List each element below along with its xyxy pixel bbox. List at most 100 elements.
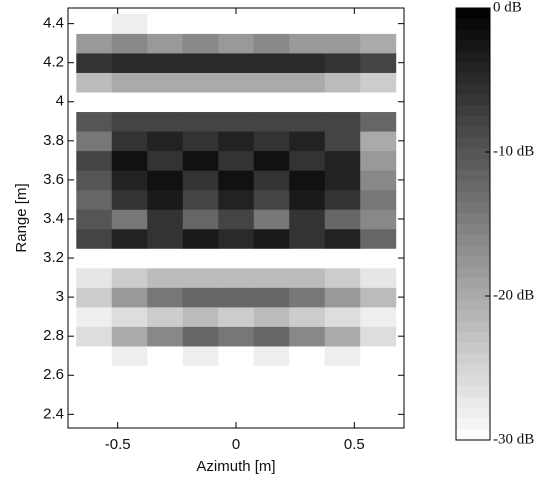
cell (147, 267, 184, 288)
cell (324, 92, 361, 113)
cell (147, 209, 184, 230)
cell (111, 189, 148, 210)
cell (182, 248, 219, 269)
cell (111, 306, 148, 327)
cell (218, 209, 255, 230)
colorbar-step (456, 159, 490, 171)
y-tick-label: 3.6 (43, 171, 64, 188)
cell (182, 131, 219, 152)
cell (218, 170, 255, 191)
colorbar-frame (455, 7, 491, 441)
cell (253, 92, 290, 113)
cell (111, 248, 148, 269)
cell (289, 404, 326, 425)
cell (324, 326, 361, 347)
cell (182, 306, 219, 327)
colorbar-step (456, 18, 490, 31)
colorbar-step (456, 332, 490, 344)
cell (324, 209, 361, 230)
cell (218, 131, 255, 152)
cell (76, 228, 113, 249)
cell (253, 111, 290, 132)
cell (147, 170, 184, 191)
cell (218, 13, 255, 34)
cell (182, 365, 219, 386)
cell (182, 209, 219, 230)
y-tick-label: 2.4 (43, 405, 64, 422)
cell (147, 248, 184, 269)
cell (111, 52, 148, 73)
cell (289, 287, 326, 308)
cell (360, 345, 397, 366)
cell (76, 150, 113, 171)
y-tick-label: 4.4 (43, 15, 64, 32)
cell (360, 385, 397, 406)
cell (76, 404, 113, 425)
cell (324, 111, 361, 132)
cell (111, 111, 148, 132)
cell (289, 52, 326, 73)
colorbar-step (456, 429, 490, 441)
cell (289, 248, 326, 269)
cell (360, 326, 397, 347)
colorbar-step (456, 278, 490, 290)
colorbar-step (456, 105, 490, 117)
cell (360, 131, 397, 152)
cell (147, 33, 184, 54)
cell (324, 306, 361, 327)
cell (324, 385, 361, 406)
cell (289, 13, 326, 34)
cell (289, 189, 326, 210)
cell (253, 52, 290, 73)
colorbar-label: -10 dB (493, 143, 534, 159)
cell (218, 365, 255, 386)
cell (147, 72, 184, 93)
colorbar-label: -30 dB (493, 431, 534, 447)
cell (360, 365, 397, 386)
cell (111, 33, 148, 54)
cell (76, 306, 113, 327)
cell (253, 248, 290, 269)
cell (147, 306, 184, 327)
cell (253, 170, 290, 191)
cell (182, 345, 219, 366)
cell (182, 33, 219, 54)
cell (360, 170, 397, 191)
cell (324, 228, 361, 249)
colorbar-step (456, 83, 490, 95)
colorbar-step (456, 148, 490, 160)
y-tick-label: 3.8 (43, 132, 64, 149)
colorbar-step (456, 299, 490, 311)
colorbar-step (456, 386, 490, 398)
colorbar-step (456, 29, 490, 41)
cell (360, 228, 397, 249)
cell (218, 150, 255, 171)
cell (218, 385, 255, 406)
cell (218, 228, 255, 249)
cell (289, 209, 326, 230)
cell (289, 306, 326, 327)
cell (324, 365, 361, 386)
cell (289, 345, 326, 366)
colorbar-step (456, 267, 490, 279)
colorbar-step (456, 126, 490, 139)
y-tick-label: 4 (56, 93, 64, 110)
cell (76, 33, 113, 54)
cell (360, 111, 397, 132)
colorbar-step (456, 245, 490, 257)
colorbar-step (456, 224, 490, 236)
cell (76, 385, 113, 406)
colorbar-step (456, 8, 490, 20)
cell (289, 170, 326, 191)
cell (360, 13, 397, 34)
cell (218, 189, 255, 210)
cell (253, 13, 290, 34)
cell (253, 267, 290, 288)
cell (253, 385, 290, 406)
cell (111, 267, 148, 288)
cell (147, 131, 184, 152)
y-tick-label: 3.4 (43, 210, 64, 227)
cell (324, 131, 361, 152)
cell (147, 13, 184, 34)
cell (76, 345, 113, 366)
